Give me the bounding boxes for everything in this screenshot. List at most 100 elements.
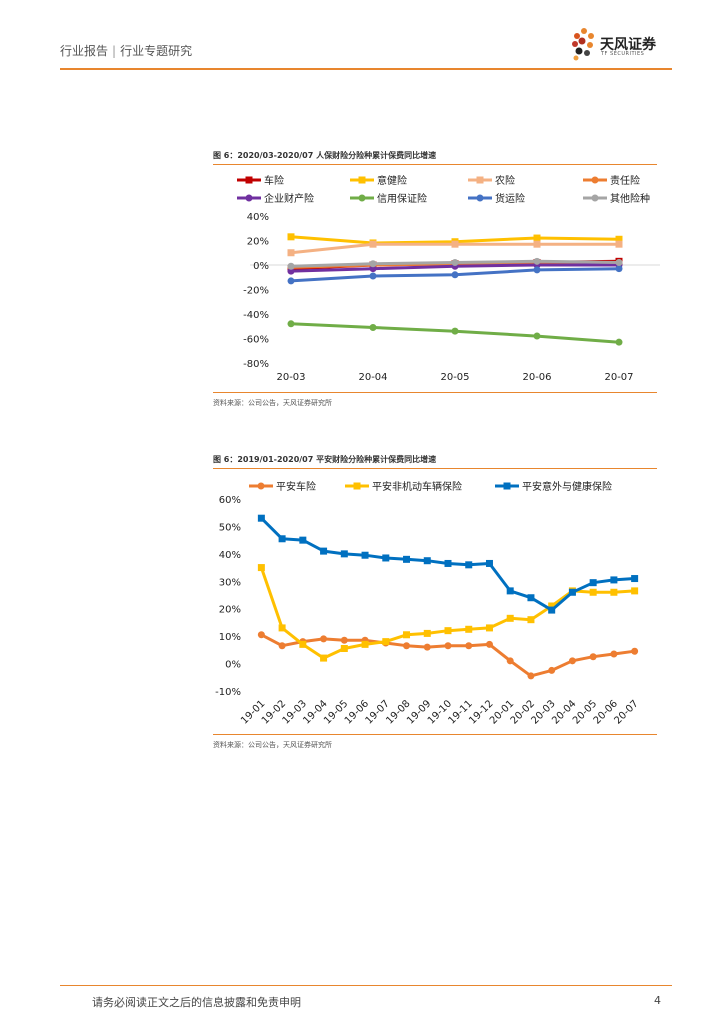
data-point-7-2 xyxy=(451,259,459,267)
legend-marker-0 xyxy=(245,176,253,184)
data-point-4-1 xyxy=(369,265,377,273)
data-point-1-18 xyxy=(631,587,639,595)
data-point-6-2 xyxy=(451,271,459,279)
data-point-2-2 xyxy=(299,536,307,544)
data-point-1-7 xyxy=(403,631,411,639)
data-point-1-3 xyxy=(320,654,328,662)
x-tick-label-0: 20-03 xyxy=(276,372,305,383)
y-tick-label-4: -40% xyxy=(243,310,269,321)
data-point-7-0 xyxy=(287,262,295,270)
data-point-6-3 xyxy=(533,266,541,274)
data-point-7-4 xyxy=(615,259,623,267)
data-point-1-4 xyxy=(615,235,623,243)
data-point-0-4 xyxy=(340,636,348,644)
data-point-2-12 xyxy=(506,587,514,595)
x-tick-label-1: 20-04 xyxy=(358,372,387,383)
data-point-0-10 xyxy=(465,642,473,650)
figure-1-title: 图 6：2020/03-2020/07 人保财险分险种累计保费同比增速 xyxy=(213,151,437,160)
data-point-0-14 xyxy=(548,666,556,674)
logo-subtitle: TF SECURITIES xyxy=(601,51,645,57)
data-point-4-0 xyxy=(287,267,295,275)
data-point-1-8 xyxy=(423,629,431,637)
figure-1-top-rule xyxy=(213,164,657,165)
legend-label-5: 信用保证险 xyxy=(377,192,427,205)
data-point-1-2 xyxy=(299,640,307,648)
data-point-1-11 xyxy=(485,624,493,632)
data-point-1-13 xyxy=(527,616,535,624)
data-point-2-13 xyxy=(527,594,535,602)
data-point-2-1 xyxy=(369,240,377,248)
legend-label-3: 责任险 xyxy=(610,174,640,187)
y-tick-label-3: 30% xyxy=(219,577,241,588)
data-point-2-0 xyxy=(257,514,265,522)
legend-marker-1 xyxy=(353,482,361,490)
data-point-2-3 xyxy=(533,240,541,248)
data-point-2-15 xyxy=(568,588,576,596)
data-point-0-3 xyxy=(320,635,328,643)
data-point-2-3 xyxy=(320,547,328,555)
x-tick-label-2: 20-05 xyxy=(440,372,469,383)
data-point-1-16 xyxy=(589,588,597,596)
header-divider xyxy=(60,68,672,70)
page-number: 4 xyxy=(654,994,661,1007)
x-tick-label-18: 20-07 xyxy=(612,698,640,726)
y-tick-label-6: -80% xyxy=(243,359,269,370)
data-point-2-0 xyxy=(287,249,295,257)
data-point-1-9 xyxy=(444,627,452,635)
data-point-5-2 xyxy=(451,327,459,335)
data-point-1-14 xyxy=(548,602,556,610)
data-point-0-11 xyxy=(485,640,493,648)
data-point-1-0 xyxy=(287,233,295,241)
data-point-2-8 xyxy=(423,557,431,565)
y-tick-label-3: -20% xyxy=(243,286,269,297)
data-point-2-4 xyxy=(615,240,623,248)
data-point-6-0 xyxy=(287,277,295,285)
x-tick-label-4: 20-07 xyxy=(604,372,633,383)
data-point-2-14 xyxy=(548,606,556,614)
data-point-2-10 xyxy=(465,561,473,569)
legend-label-1: 平安非机动车辆保险 xyxy=(372,480,462,493)
legend-marker-3 xyxy=(591,176,599,184)
legend-marker-5 xyxy=(358,194,366,202)
data-point-5-3 xyxy=(533,332,541,340)
data-point-2-6 xyxy=(382,554,390,562)
figure-2-bottom-rule xyxy=(213,734,657,735)
data-point-0-8 xyxy=(423,643,431,651)
y-tick-label-4: 20% xyxy=(219,605,241,616)
legend-marker-2 xyxy=(476,176,484,184)
legend-label-0: 车险 xyxy=(264,174,284,187)
y-tick-label-1: 50% xyxy=(219,522,241,533)
legend-marker-0 xyxy=(257,482,265,490)
data-point-0-13 xyxy=(527,672,535,680)
data-point-5-4 xyxy=(615,338,623,346)
logo-name: 天风证券 xyxy=(600,37,656,53)
data-point-1-4 xyxy=(340,644,348,652)
legend-label-7: 其他险种 xyxy=(610,192,650,205)
y-tick-label-6: 0% xyxy=(225,660,241,671)
y-tick-label-2: 40% xyxy=(219,550,241,561)
data-point-0-18 xyxy=(631,647,639,655)
y-tick-label-7: -10% xyxy=(215,687,241,698)
legend-label-1: 意健险 xyxy=(377,174,407,187)
data-point-2-16 xyxy=(589,579,597,587)
data-point-0-16 xyxy=(589,653,597,661)
x-tick-label-3: 20-06 xyxy=(522,372,551,383)
data-point-2-2 xyxy=(451,240,459,248)
data-point-2-7 xyxy=(403,555,411,563)
data-point-0-9 xyxy=(444,642,452,650)
data-point-2-11 xyxy=(485,559,493,567)
data-point-5-1 xyxy=(369,323,377,331)
data-point-0-12 xyxy=(506,657,514,665)
data-point-2-9 xyxy=(444,559,452,567)
data-point-0-0 xyxy=(257,631,265,639)
legend-label-2: 农险 xyxy=(495,174,515,187)
data-point-2-18 xyxy=(631,575,639,583)
footer-disclaimer: 请务必阅读正文之后的信息披露和免责申明 xyxy=(92,996,301,1009)
data-point-1-5 xyxy=(361,640,369,648)
figure-2-source: 资料来源：公司公告，天风证券研究所 xyxy=(213,741,332,749)
figure-2-title: 图 6：2019/01-2020/07 平安财险分险种累计保费同比增速 xyxy=(213,455,437,464)
data-point-5-0 xyxy=(287,320,295,328)
report-subcategory: 行业专题研究 xyxy=(120,44,193,58)
y-tick-label-1: 20% xyxy=(247,237,269,248)
